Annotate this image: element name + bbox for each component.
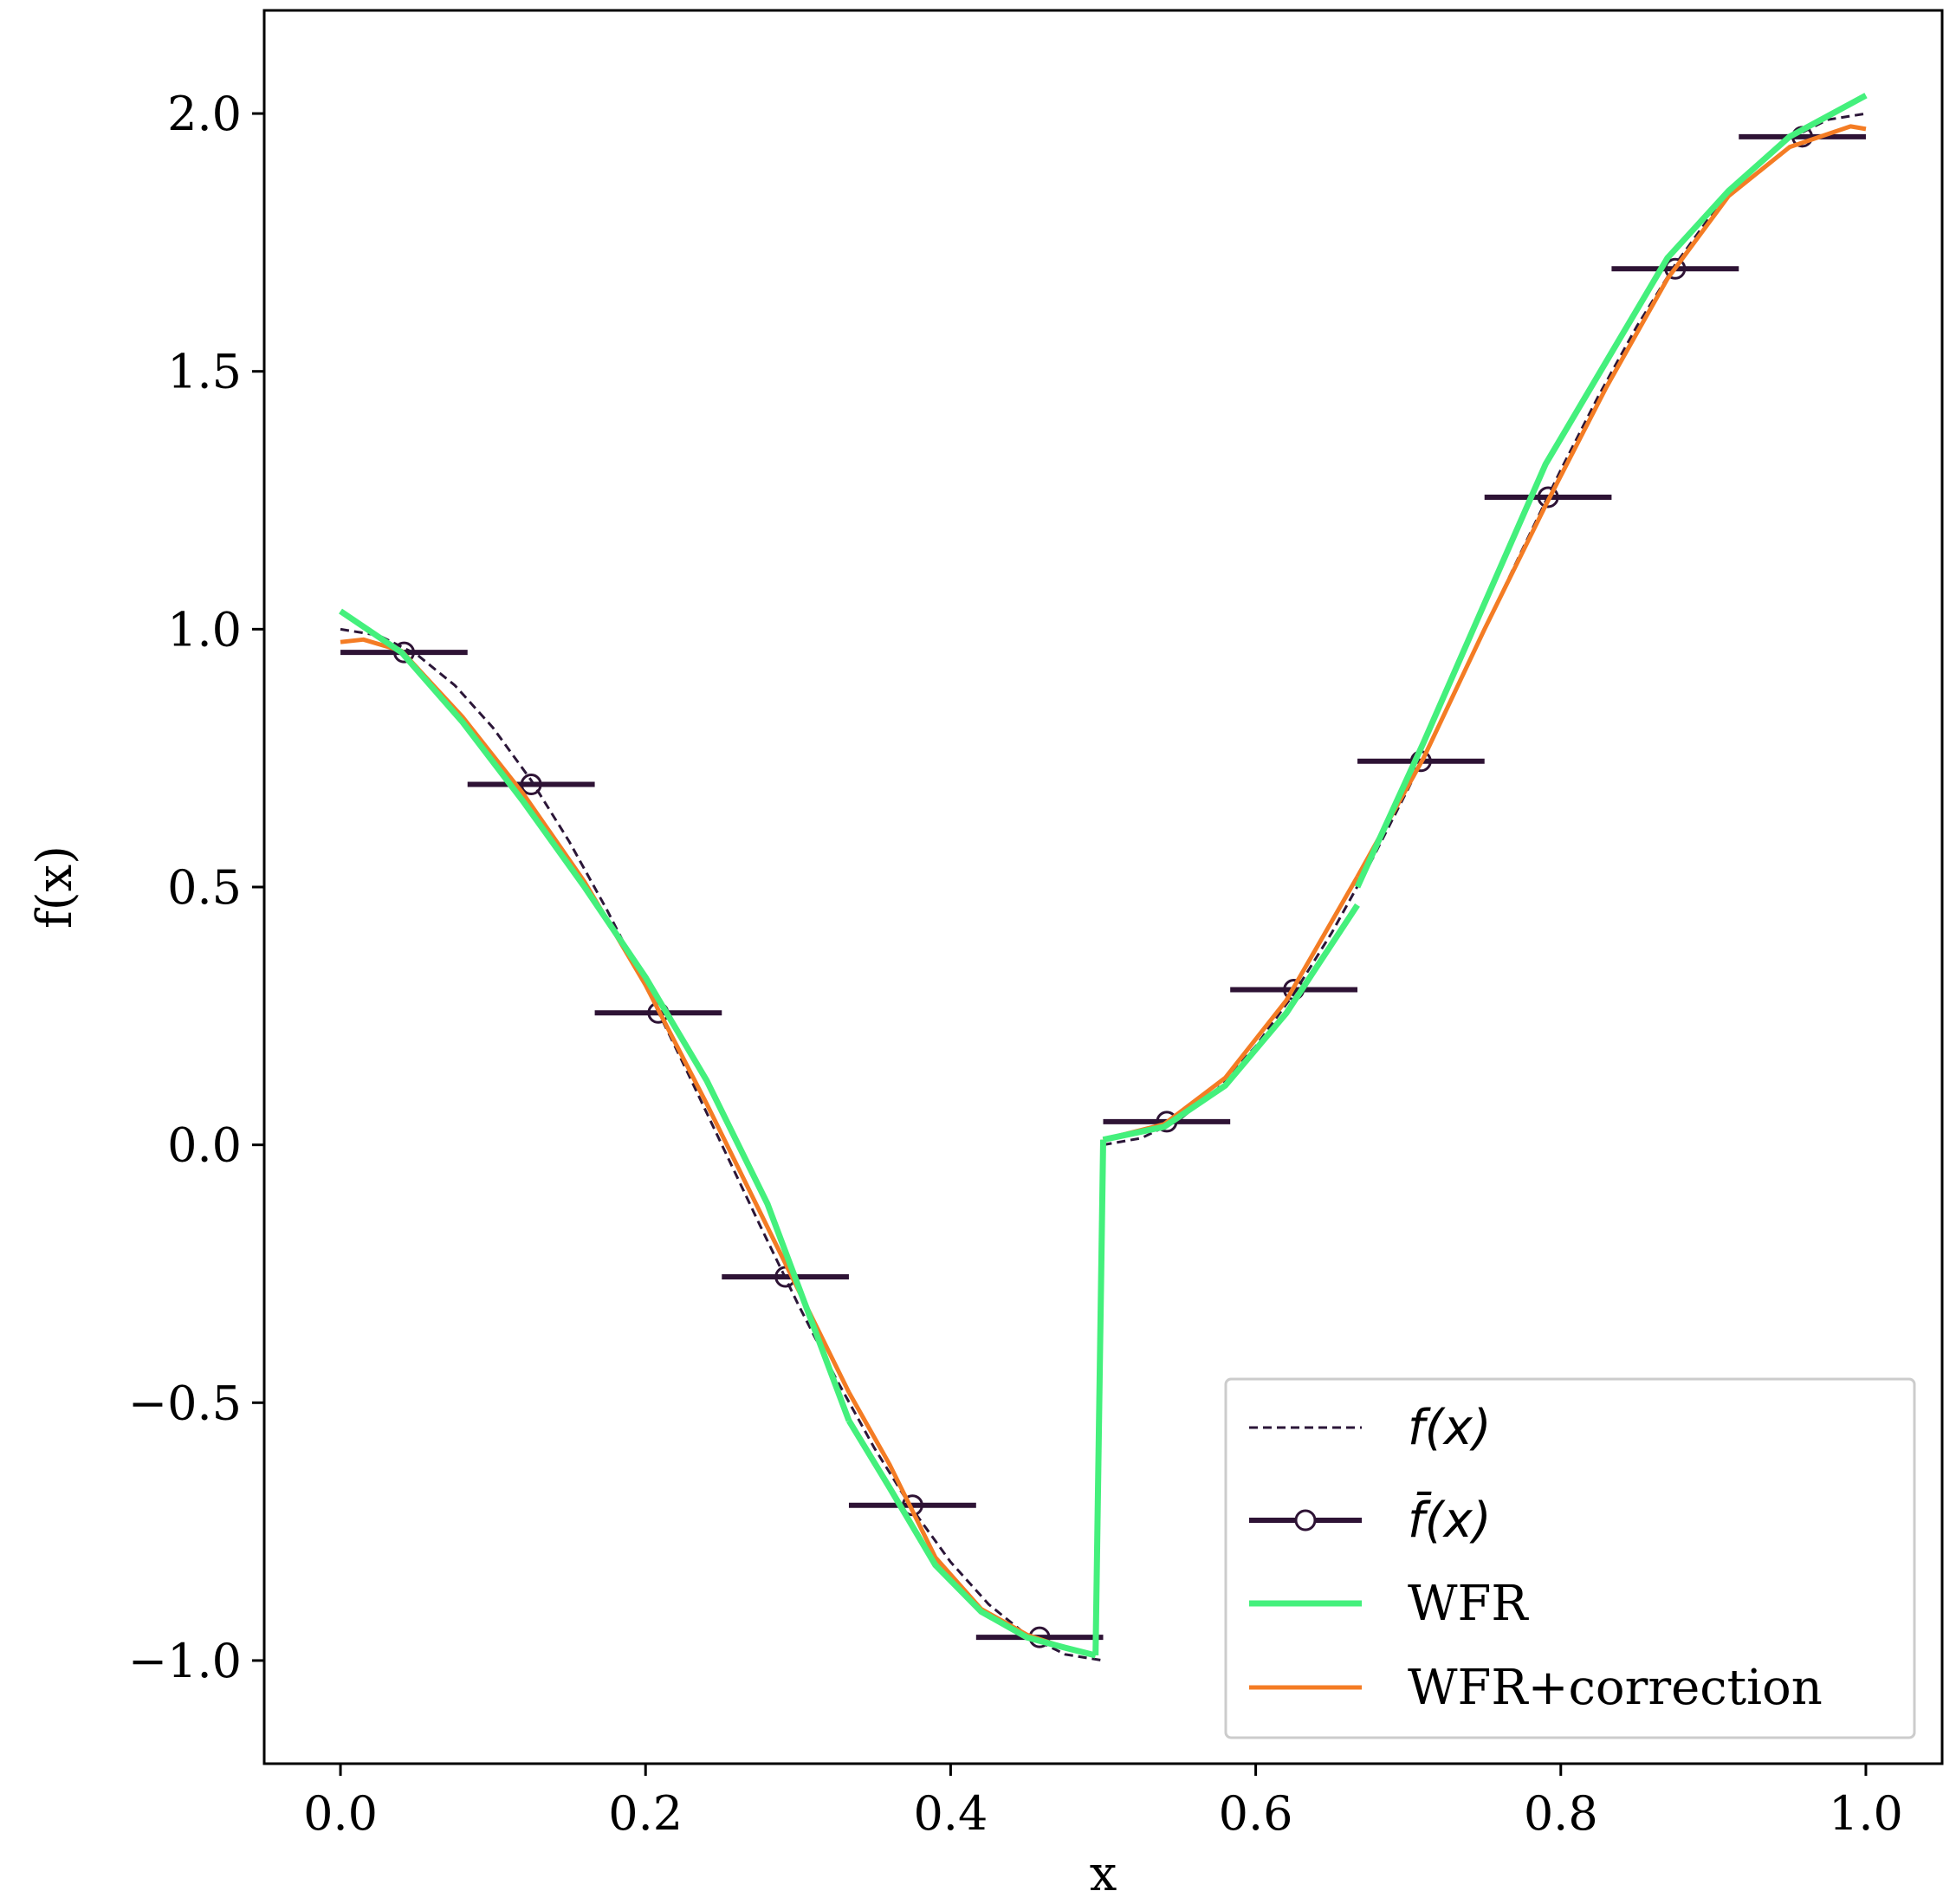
legend: f(x) f̄(x) WFR WFR+correction — [1224, 1377, 1916, 1739]
x-tick-label: 0.4 — [913, 1786, 988, 1841]
wfr-line — [339, 608, 852, 1422]
wfr-line — [846, 1419, 1097, 1659]
axis-ticks: 0.0 0.2 0.4 0.6 0.8 1.0 −1.0 −0.5 0.0 0.5 1.0 1.5 2.… — [128, 87, 1903, 1841]
wfr-line — [1102, 903, 1360, 1143]
legend-label-wfr-correction: WFR+correction — [1408, 1660, 1823, 1716]
wfr-correction-line — [1355, 124, 1867, 878]
x-tick-label: 0.8 — [1524, 1786, 1598, 1841]
x-tick-label: 0.0 — [303, 1786, 378, 1841]
y-axis-label: f(x) — [27, 845, 83, 929]
y-tick-label: 2.0 — [167, 87, 242, 141]
exact-function-line — [340, 627, 1104, 1662]
wfr-line — [1092, 1139, 1106, 1656]
wfr-line — [1354, 93, 1868, 889]
plot-area — [339, 93, 1868, 1662]
cell-average-marker — [1537, 486, 1559, 508]
cell-average-marker — [392, 641, 415, 664]
legend-label-wfr: WFR — [1408, 1576, 1529, 1632]
legend-label-cell-average: f̄(x) — [1408, 1493, 1492, 1549]
x-tick-label: 0.6 — [1219, 1786, 1293, 1841]
wfr-correction-line — [340, 637, 852, 1394]
cell-average-marker — [1664, 257, 1687, 280]
x-axis-label: x — [1090, 1846, 1117, 1902]
cell-average-marker — [520, 774, 542, 796]
legend-box — [1224, 1377, 1916, 1739]
y-tick-label: −1.0 — [128, 1634, 242, 1688]
y-tick-label: −0.5 — [128, 1376, 242, 1430]
x-tick-label: 1.0 — [1829, 1786, 1903, 1841]
legend-label-exact: f(x) — [1408, 1400, 1492, 1456]
y-tick-label: 0.5 — [167, 860, 242, 915]
plot-series — [339, 93, 1868, 1662]
y-tick-label: 1.0 — [167, 602, 242, 657]
x-tick-label: 0.2 — [608, 1786, 683, 1841]
legend-marker-cell-average — [1294, 1509, 1317, 1532]
y-tick-label: 1.5 — [167, 345, 242, 399]
y-tick-label: 0.0 — [167, 1118, 242, 1173]
